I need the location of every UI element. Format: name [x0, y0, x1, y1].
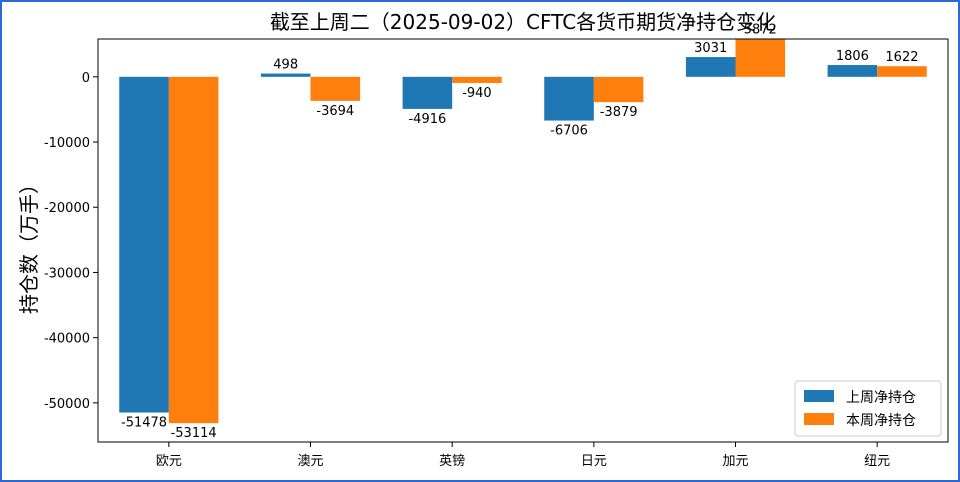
data-label: -6706: [550, 124, 588, 139]
bar: [402, 76, 453, 109]
bar: [119, 76, 169, 413]
y-tick-label: -30000: [44, 266, 90, 281]
bar: [685, 57, 736, 77]
data-label: 1622: [885, 50, 918, 65]
x-tick-label: 日元: [581, 454, 607, 469]
bar: [593, 76, 644, 103]
y-tick-label: -40000: [44, 332, 90, 347]
y-tick-label: -50000: [44, 397, 90, 412]
bar: [735, 38, 786, 77]
y-tick-label: 0: [82, 71, 90, 86]
x-tick-label: 加元: [722, 454, 748, 469]
bar: [310, 76, 361, 101]
legend-label: 本周净持仓: [846, 413, 916, 429]
data-label: -3694: [316, 104, 354, 119]
legend-swatch: [804, 413, 834, 425]
legend-label: 上周净持仓: [846, 390, 916, 406]
bar: [168, 76, 219, 424]
y-tick-label: -10000: [44, 136, 90, 151]
data-label: -4916: [408, 112, 446, 127]
data-label: 3031: [694, 41, 727, 56]
chart-title: 截至上周二（2025-09-02）CFTC各货币期货净持仓变化: [270, 10, 776, 34]
bar: [827, 65, 878, 77]
x-tick-label: 欧元: [156, 454, 182, 469]
bar: [452, 76, 502, 83]
x-tick-label: 英镑: [439, 453, 465, 469]
axes-frame: [97, 38, 949, 443]
data-label: 498: [273, 58, 298, 73]
data-label: 1806: [836, 49, 869, 64]
bar: [544, 76, 594, 121]
data-label: -940: [462, 86, 492, 101]
data-label: -53114: [171, 426, 217, 441]
x-tick-label: 澳元: [297, 453, 323, 469]
y-tick-label: -20000: [44, 201, 90, 216]
bar: [877, 66, 927, 77]
y-axis-label: 持仓数（万手）: [17, 174, 41, 314]
legend-swatch: [804, 390, 834, 402]
data-label: -51478: [121, 416, 167, 431]
bar: [260, 73, 311, 77]
x-tick-label: 纽元: [864, 454, 890, 469]
data-label: 5872: [744, 23, 777, 38]
data-label: -3879: [600, 105, 638, 120]
plot-area: -51478 498 -4916 -6706 3031 1806 -53114 -3694 -9…: [44, 23, 949, 469]
